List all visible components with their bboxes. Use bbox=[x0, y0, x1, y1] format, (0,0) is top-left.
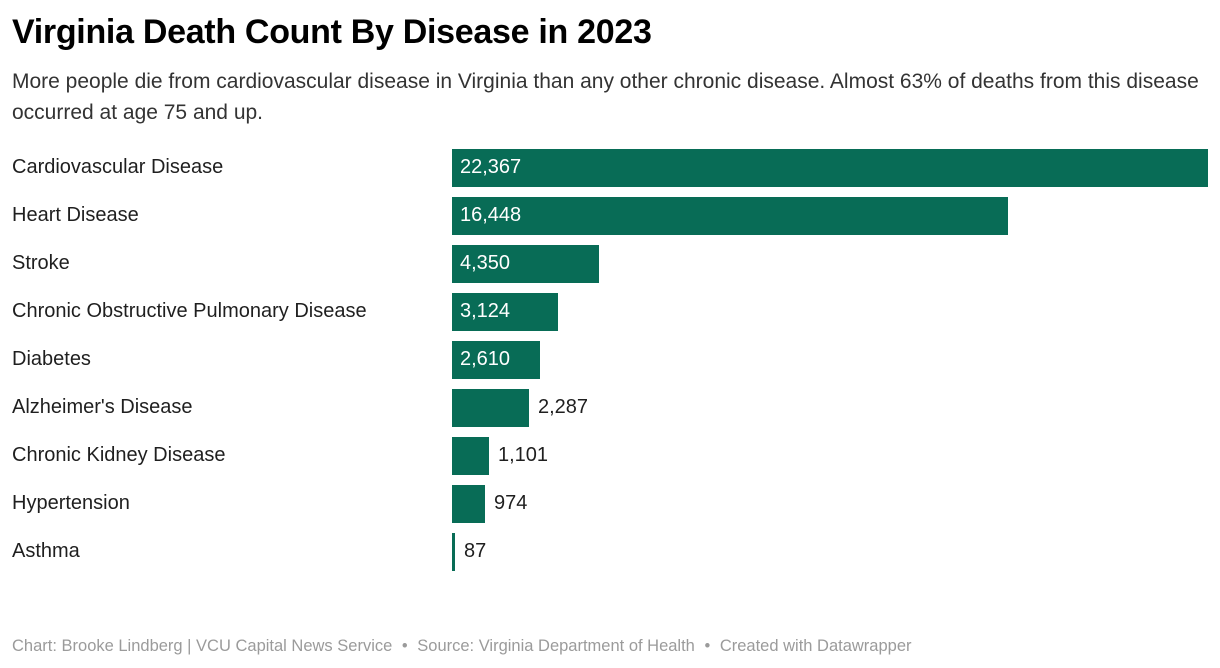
category-label: Heart Disease bbox=[12, 204, 139, 227]
chart-title: Virginia Death Count By Disease in 2023 bbox=[12, 13, 652, 51]
bar-track: 974 bbox=[452, 484, 1208, 523]
bar[interactable]: 16,448 bbox=[452, 196, 1008, 235]
category-label: Cardiovascular Disease bbox=[12, 156, 224, 179]
chart-footer: Chart: Brooke Lindberg | VCU Capital New… bbox=[12, 637, 1208, 658]
bar-track: 2,287 bbox=[452, 388, 1208, 427]
category-label: Alzheimer's Disease bbox=[12, 396, 193, 419]
value-label-inside: 16,448 bbox=[460, 204, 522, 227]
bar[interactable] bbox=[452, 388, 529, 427]
value-label-inside: 22,367 bbox=[460, 156, 522, 179]
category-label: Diabetes bbox=[12, 348, 91, 371]
value-label-outside: 1,101 bbox=[498, 444, 549, 467]
chart-row: Hypertension 974 bbox=[12, 484, 1208, 523]
category-label: Stroke bbox=[12, 252, 70, 275]
chart-row: Chronic Kidney Disease 1,101 bbox=[12, 436, 1208, 475]
bar[interactable] bbox=[452, 436, 489, 475]
chart-description: More people die from cardiovascular dise… bbox=[12, 69, 1199, 124]
chart-row: Asthma 87 bbox=[12, 532, 1208, 571]
category-label: Asthma bbox=[12, 540, 80, 563]
category-label: Chronic Kidney Disease bbox=[12, 444, 226, 467]
footer-separator: • bbox=[401, 637, 408, 655]
value-label-inside: 3,124 bbox=[460, 300, 511, 323]
bar-track: 1,101 bbox=[452, 436, 1208, 475]
value-label-inside: 4,350 bbox=[460, 252, 511, 275]
bar[interactable] bbox=[452, 484, 485, 523]
chart-credit: Chart: Brooke Lindberg | VCU Capital New… bbox=[12, 637, 393, 655]
chart-row: Heart Disease 16,448 bbox=[12, 196, 1208, 235]
chart-row: Stroke 4,350 bbox=[12, 244, 1208, 283]
bar-track: 2,610 bbox=[452, 340, 1208, 379]
bar[interactable]: 22,367 bbox=[452, 148, 1208, 187]
value-label-outside: 974 bbox=[494, 492, 528, 515]
value-label-outside: 87 bbox=[464, 540, 487, 563]
value-label-outside: 2,287 bbox=[538, 396, 589, 419]
datawrapper-credit: Created with Datawrapper bbox=[719, 637, 912, 655]
bar-track: 22,367 bbox=[452, 148, 1208, 187]
bar-track: 16,448 bbox=[452, 196, 1208, 235]
bar-track: 3,124 bbox=[452, 292, 1208, 331]
bar-track: 87 bbox=[452, 532, 1208, 571]
bar[interactable]: 3,124 bbox=[452, 292, 558, 331]
value-label-inside: 2,610 bbox=[460, 348, 511, 371]
bar-chart: Cardiovascular Disease 22,367 Heart Dise… bbox=[12, 148, 1208, 581]
chart-row: Alzheimer's Disease 2,287 bbox=[12, 388, 1208, 427]
source-credit: Source: Virginia Department of Health bbox=[417, 637, 695, 655]
bar-track: 4,350 bbox=[452, 244, 1208, 283]
footer-separator: • bbox=[704, 637, 711, 655]
chart-row: Cardiovascular Disease 22,367 bbox=[12, 148, 1208, 187]
chart-row: Chronic Obstructive Pulmonary Disease 3,… bbox=[12, 292, 1208, 331]
bar[interactable]: 4,350 bbox=[452, 244, 599, 283]
chart-row: Diabetes 2,610 bbox=[12, 340, 1208, 379]
category-label: Chronic Obstructive Pulmonary Disease bbox=[12, 300, 367, 323]
bar[interactable] bbox=[452, 532, 455, 571]
bar[interactable]: 2,610 bbox=[452, 340, 540, 379]
category-label: Hypertension bbox=[12, 492, 130, 515]
